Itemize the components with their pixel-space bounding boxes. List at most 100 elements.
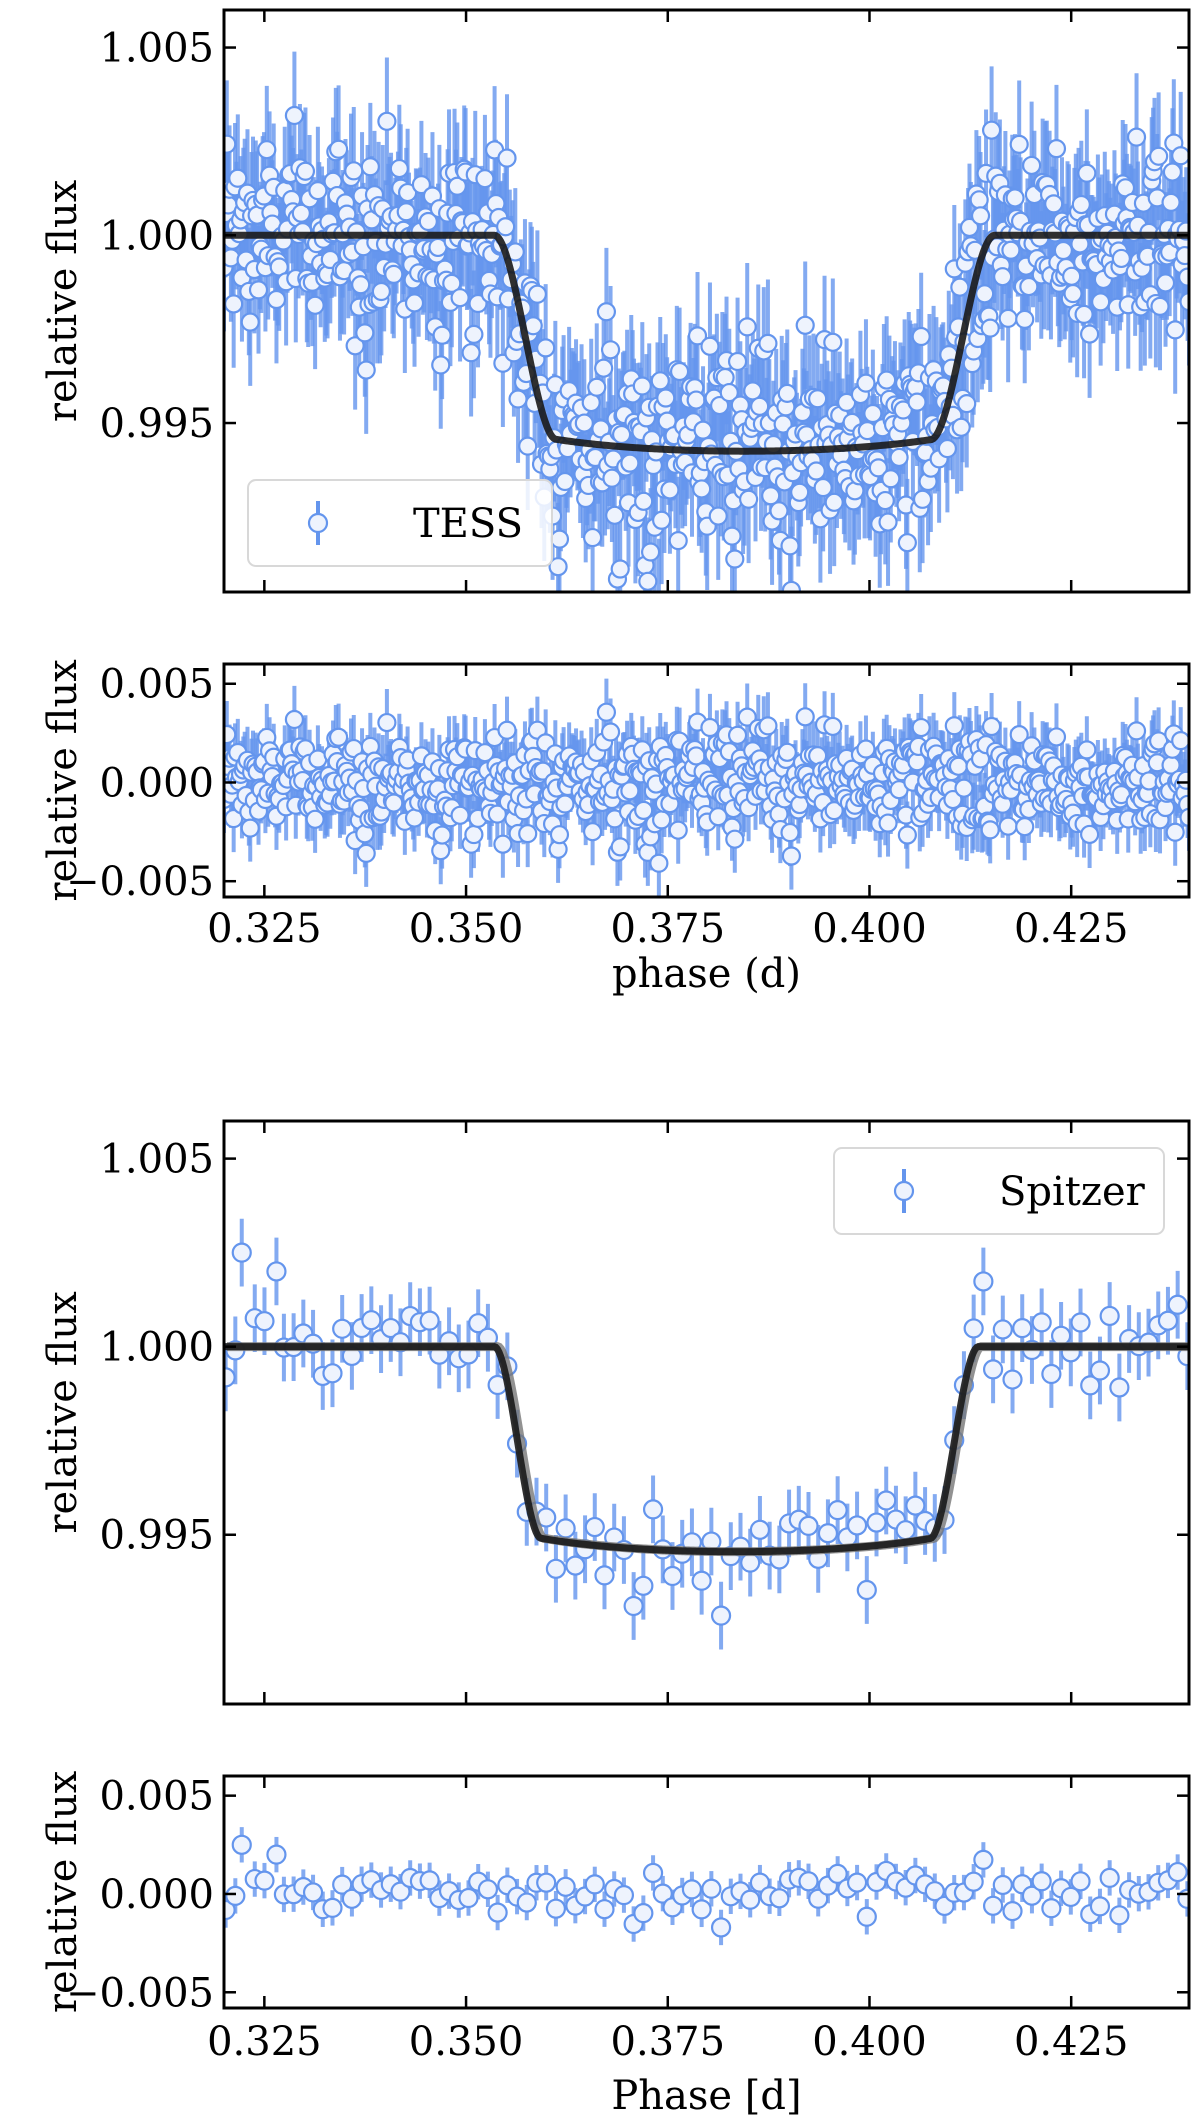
axes-frame [222,1774,1191,2010]
data-point [710,395,730,416]
data-point [969,190,989,210]
data-point [693,420,713,440]
data-point [1167,1294,1188,1315]
data-point [1044,194,1064,214]
legend-box [247,479,553,567]
data-point [610,559,630,579]
data-point [1161,192,1181,212]
data-point [813,477,833,498]
data-point [1099,1867,1120,1889]
data-point [419,1870,440,1891]
data-point [356,843,376,863]
data-point [1041,1363,1062,1385]
data-point [808,389,828,409]
data-point [993,267,1013,287]
data-point [769,1888,790,1909]
data-point [1165,320,1185,340]
data-point [911,326,931,347]
data-point [332,1318,353,1339]
data-point [868,458,888,478]
data-point [1015,309,1035,329]
data-point [1179,292,1189,312]
y-tick-label: −0.005 [66,859,214,905]
data-point [610,837,630,857]
data-point [708,506,728,526]
data-point [224,134,237,154]
legend-marker [893,1180,915,1202]
data-point [328,727,349,747]
panel-2: 0.325 0.350 0.375 0.400 0.425 −0.005 0.000 0.00… [40,659,1191,997]
data-point [963,1318,984,1339]
data-point [1150,296,1170,316]
data-point [240,818,260,838]
data-point [795,707,815,727]
data-point [1019,276,1039,297]
data-point [377,712,397,733]
y-tick-label: 1.000 [99,213,214,259]
data-point [980,318,1000,338]
panel-4: 0.325 0.350 0.375 0.400 0.425 −0.005 0.000 0.00… [40,1770,1191,2119]
x-tick-label: 0.375 [611,906,726,952]
data-point [555,1518,576,1539]
data-point [878,512,898,532]
data-point [432,325,452,345]
data-point [710,1917,732,1938]
data-point [475,743,495,763]
data-point [231,1242,252,1263]
data-point [549,825,570,845]
data-point [583,822,603,842]
data-point [692,479,712,499]
data-point [634,491,654,511]
data-point [1167,1861,1188,1883]
data-point [596,702,617,722]
data-point [1012,1318,1033,1339]
data-point [1179,807,1189,827]
data-point [555,1876,576,1897]
data-point [1171,731,1189,751]
data-point [1089,1896,1111,1917]
x-axis-label: Phase [d] [611,2073,801,2119]
data-point [650,594,667,611]
data-point [248,280,269,300]
data-point [545,1898,567,1919]
data-point [266,1261,287,1282]
data-point [710,1605,732,1626]
panel-3: 0.995 1.000 1.005 relative flux Spitzer [40,1119,1191,1706]
data-point [404,293,425,313]
x-tick-label: 0.350 [409,2019,524,2065]
data-point [846,1872,868,1893]
data-points [224,105,1189,611]
y-axis-label: relative flux [40,1291,86,1534]
y-axis-label: relative flux [40,659,86,902]
y-tick-label: 0.995 [99,1513,214,1559]
data-point [970,206,991,226]
data-point [669,361,690,382]
data-point [951,417,971,437]
data-point [924,1881,945,1902]
data-point [877,370,897,390]
data-point [856,373,876,393]
data-point [361,1310,382,1331]
data-point [866,1512,887,1533]
x-tick-label: 0.400 [812,2019,927,2065]
data-point [749,1872,771,1893]
data-point [905,1495,926,1516]
y-axis-label: relative flux [40,1770,86,2013]
data-point [228,168,248,188]
data-point [1126,721,1147,741]
data-point [396,202,416,222]
data-point [1157,1310,1179,1331]
data-point [846,1515,868,1536]
data-point [600,340,621,360]
x-tick-label: 0.425 [1014,906,1129,952]
data-point [817,1523,839,1544]
data-point [442,273,462,293]
model-curve [224,231,1189,455]
data-point [1071,194,1091,215]
data-point [1002,1901,1023,1922]
data-point [1126,127,1147,147]
data-point [656,388,676,408]
data-point [332,1874,353,1895]
data-point [623,1595,644,1617]
data-point [758,716,778,736]
